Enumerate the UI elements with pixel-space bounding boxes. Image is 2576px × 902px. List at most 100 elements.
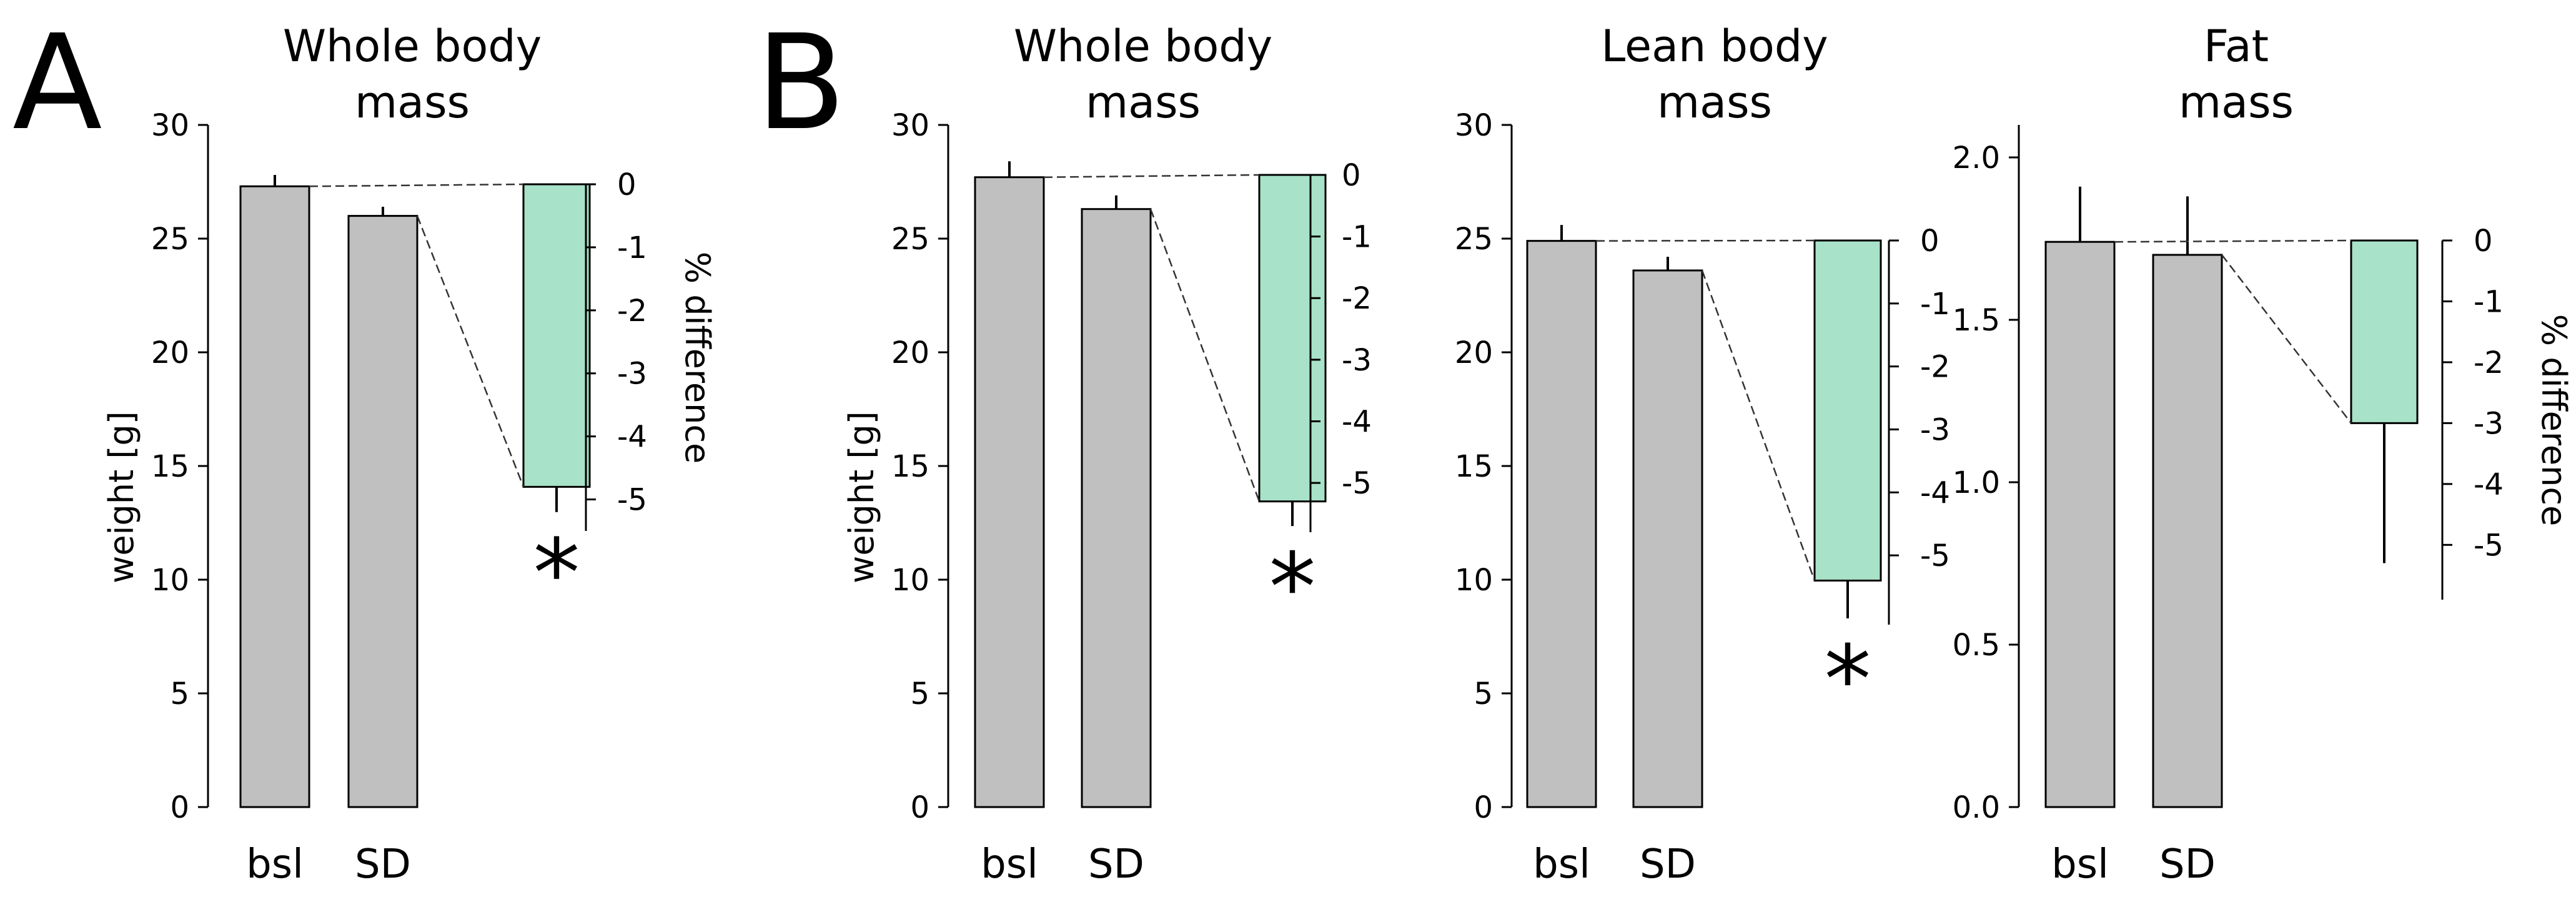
panel-label-a: A xyxy=(12,6,102,159)
y-tick-label: 5 xyxy=(910,676,929,711)
y2-tick-label: -3 xyxy=(617,357,647,392)
y-tick-label: 15 xyxy=(1455,449,1493,484)
y-tick-label: 15 xyxy=(151,449,189,484)
bar-percent-difference xyxy=(522,183,591,488)
connector-baseline xyxy=(309,183,524,187)
bar-SD xyxy=(1632,269,1703,808)
y2-axis-title: % difference xyxy=(2534,314,2574,527)
chart-title-line-1: Whole body xyxy=(283,21,542,72)
bar-bsl xyxy=(1526,240,1597,808)
panel-label-b: B xyxy=(756,6,846,159)
bar-SD xyxy=(347,215,419,808)
y-tick-label: 0.5 xyxy=(1953,628,2000,663)
x-tick-label-bsl: bsl xyxy=(246,841,304,888)
y-tick-label: 25 xyxy=(1455,222,1493,257)
y2-tick-label: -2 xyxy=(1342,281,1372,316)
y-tick-label: 0 xyxy=(1474,790,1493,825)
x-tick-label-bsl: bsl xyxy=(2051,841,2109,888)
y-tick-label: 10 xyxy=(151,563,189,598)
chart-title-line-1: Whole body xyxy=(1014,21,1272,72)
y-tick-label: 30 xyxy=(151,108,189,143)
chart-title-line-2: mass xyxy=(1657,77,1772,128)
bar-SD xyxy=(2152,254,2223,808)
y2-tick-label: -4 xyxy=(617,420,647,455)
y-tick-label: 0 xyxy=(170,790,189,825)
significance-star: * xyxy=(1269,533,1316,642)
chart-title-line-2: mass xyxy=(355,77,470,128)
x-tick-label-SD: SD xyxy=(1088,841,1144,888)
connector-difference xyxy=(1149,209,1261,502)
chart-title-line-1: Lean body xyxy=(1601,21,1828,72)
bar-SD xyxy=(1081,208,1152,808)
y2-tick-label: 0 xyxy=(2474,224,2493,259)
y-tick-label: 10 xyxy=(1455,563,1493,598)
chart-title-line-2: mass xyxy=(1086,77,1201,128)
bar-percent-difference xyxy=(1258,174,1327,503)
y2-tick-label: -5 xyxy=(2474,528,2504,563)
x-tick-label-SD: SD xyxy=(1640,841,1696,888)
y2-tick-label: -4 xyxy=(2474,467,2504,502)
x-tick-label-bsl: bsl xyxy=(1533,841,1590,888)
y2-tick-label: -4 xyxy=(1342,404,1372,439)
x-tick-label-SD: SD xyxy=(355,841,411,888)
y-tick-label: 25 xyxy=(151,222,189,257)
y2-tick-label: -5 xyxy=(617,483,647,518)
y2-tick-label: -3 xyxy=(2474,406,2504,441)
y-tick-label: 20 xyxy=(151,335,189,370)
y-tick-label: 30 xyxy=(1455,108,1493,143)
connector-baseline xyxy=(2114,239,2352,243)
chart-title-line-2: mass xyxy=(2179,77,2294,128)
chart-title-line-1: Fat xyxy=(2204,21,2269,72)
y-tick-label: 2.0 xyxy=(1953,141,2000,176)
bar-bsl xyxy=(2044,240,2116,808)
significance-star: * xyxy=(533,520,580,628)
connector-baseline xyxy=(1595,239,1815,242)
connector-difference xyxy=(2221,254,2352,424)
connector-difference xyxy=(1701,270,1816,581)
y-axis-title: weight [g] xyxy=(842,411,881,583)
bar-bsl xyxy=(239,185,310,808)
y2-tick-label: -1 xyxy=(2474,284,2504,319)
y-tick-label: 0.0 xyxy=(1953,790,2000,825)
y-tick-label: 0 xyxy=(910,790,929,825)
y2-tick-label: -5 xyxy=(1920,538,1950,573)
y2-tick-label: 0 xyxy=(1920,224,1939,259)
y2-tick-label: -5 xyxy=(1342,466,1372,501)
y2-tick-label: 0 xyxy=(617,167,637,202)
y2-tick-label: -2 xyxy=(617,294,647,329)
y-tick-label: 1.5 xyxy=(1953,303,2000,338)
y-tick-label: 20 xyxy=(1455,335,1493,370)
y2-tick-label: -1 xyxy=(1342,220,1372,255)
y-tick-label: 1.0 xyxy=(1953,465,2000,500)
y-tick-label: 5 xyxy=(170,676,189,711)
significance-star: * xyxy=(1825,626,1871,735)
y2-tick-label: -1 xyxy=(617,230,647,265)
y2-axis-title: % difference xyxy=(678,252,717,464)
y-tick-label: 10 xyxy=(891,563,929,598)
y2-tick-label: -4 xyxy=(1920,475,1950,510)
y2-tick-label: -2 xyxy=(2474,345,2504,380)
connector-difference xyxy=(416,216,525,487)
y2-tick-label: 0 xyxy=(1342,158,1361,193)
bar-percent-difference xyxy=(2350,239,2419,424)
y2-tick-label: -1 xyxy=(1920,287,1950,322)
bar-bsl xyxy=(974,176,1045,808)
x-tick-label-SD: SD xyxy=(2159,841,2216,888)
y-tick-label: 15 xyxy=(891,449,929,484)
y-axis-title: weight [g] xyxy=(102,411,141,583)
y-tick-label: 5 xyxy=(1474,676,1493,711)
y-tick-label: 20 xyxy=(891,335,929,370)
x-tick-label-bsl: bsl xyxy=(981,841,1038,888)
y2-tick-label: -3 xyxy=(1920,412,1950,447)
y-tick-label: 30 xyxy=(891,108,929,143)
y2-tick-label: -2 xyxy=(1920,350,1950,385)
connector-baseline xyxy=(1043,174,1260,178)
y2-tick-label: -3 xyxy=(1342,343,1372,378)
y-tick-label: 25 xyxy=(891,222,929,257)
bar-percent-difference xyxy=(1813,239,1882,582)
